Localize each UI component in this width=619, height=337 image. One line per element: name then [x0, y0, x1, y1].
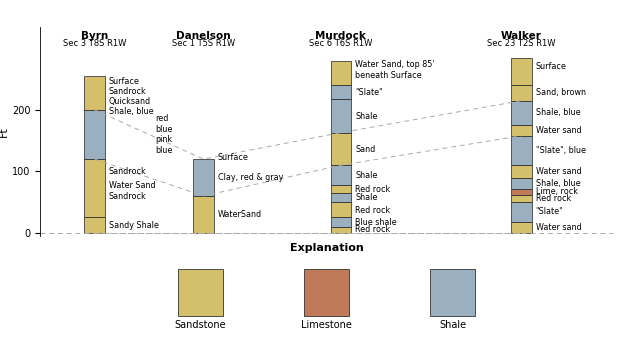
Bar [511, 58, 532, 85]
Text: Sand, brown: Sand, brown [535, 88, 586, 97]
Text: Sec 3 T8S R1W: Sec 3 T8S R1W [63, 39, 126, 49]
Bar [331, 85, 351, 99]
Text: Shale: Shale [355, 171, 378, 180]
Text: Sec 1 T5S R1W: Sec 1 T5S R1W [172, 39, 235, 49]
Bar [511, 101, 532, 125]
Bar [511, 85, 532, 101]
Text: Clay, red & gray: Clay, red & gray [218, 173, 283, 182]
Bar [511, 202, 532, 222]
Text: WaterSand: WaterSand [218, 210, 262, 219]
Text: Shale, blue: Shale, blue [109, 106, 154, 116]
Bar [511, 189, 532, 195]
Text: Shale, blue: Shale, blue [535, 179, 580, 188]
Bar [193, 196, 214, 233]
Bar [84, 159, 105, 217]
Bar [84, 217, 105, 233]
Bar [193, 159, 214, 196]
Text: Explanation: Explanation [290, 243, 363, 253]
Bar [331, 99, 351, 133]
Text: Sandy Shale: Sandy Shale [109, 221, 159, 230]
Text: "Slate": "Slate" [535, 208, 563, 216]
Text: red
blue
pink
blue: red blue pink blue [155, 114, 172, 155]
Bar [331, 193, 351, 202]
Text: Sec 23 T2S R1W: Sec 23 T2S R1W [487, 39, 555, 49]
Text: Red rock: Red rock [355, 206, 391, 215]
Text: Blue shale: Blue shale [355, 218, 397, 227]
Bar [84, 110, 105, 159]
Y-axis label: Ft: Ft [0, 126, 9, 137]
Text: Shale: Shale [355, 112, 378, 121]
Text: Murdock: Murdock [316, 31, 366, 41]
Bar [511, 178, 532, 189]
Text: Red rock: Red rock [355, 225, 391, 234]
Bar [331, 217, 351, 227]
Bar [304, 269, 349, 316]
Text: Lime, rock: Lime, rock [535, 187, 578, 196]
Bar [331, 185, 351, 193]
Text: Red rock: Red rock [355, 185, 391, 194]
Bar [511, 125, 532, 136]
Text: Red rock: Red rock [535, 194, 571, 203]
Text: Sandstone: Sandstone [175, 320, 227, 330]
Bar [430, 269, 475, 316]
Bar [511, 222, 532, 233]
Bar [331, 227, 351, 233]
Text: Water sand: Water sand [535, 126, 581, 135]
Text: Surface: Surface [535, 62, 566, 71]
Text: Shale: Shale [355, 193, 378, 202]
Bar [511, 136, 532, 165]
Text: Walker: Walker [501, 31, 542, 41]
Text: Limestone: Limestone [301, 320, 352, 330]
Bar [511, 165, 532, 178]
Text: Water sand: Water sand [535, 167, 581, 176]
Text: Water Sand
Sandrock: Water Sand Sandrock [109, 181, 155, 201]
Bar [511, 195, 532, 202]
Text: Sandrock
Quicksand: Sandrock Quicksand [109, 87, 151, 106]
Text: Byrn: Byrn [81, 31, 108, 41]
Text: "Slate": "Slate" [355, 88, 383, 97]
Text: Sand: Sand [355, 145, 375, 154]
Text: Surface: Surface [218, 153, 249, 162]
Bar [84, 76, 105, 110]
Text: Surface: Surface [109, 77, 140, 86]
Text: Water sand: Water sand [535, 223, 581, 232]
Text: Shale, blue: Shale, blue [535, 108, 580, 117]
Bar [331, 202, 351, 217]
Text: Sandrock: Sandrock [109, 167, 147, 176]
Bar [331, 133, 351, 165]
Text: Water Sand, top 85'
beneath Surface: Water Sand, top 85' beneath Surface [355, 60, 435, 80]
Text: Shale: Shale [439, 320, 466, 330]
Bar [178, 269, 223, 316]
Text: Sec 6 T6S R1W: Sec 6 T6S R1W [309, 39, 373, 49]
Bar [331, 165, 351, 185]
Text: Danelson: Danelson [176, 31, 231, 41]
Bar [331, 61, 351, 85]
Text: "Slate", blue: "Slate", blue [535, 146, 586, 155]
